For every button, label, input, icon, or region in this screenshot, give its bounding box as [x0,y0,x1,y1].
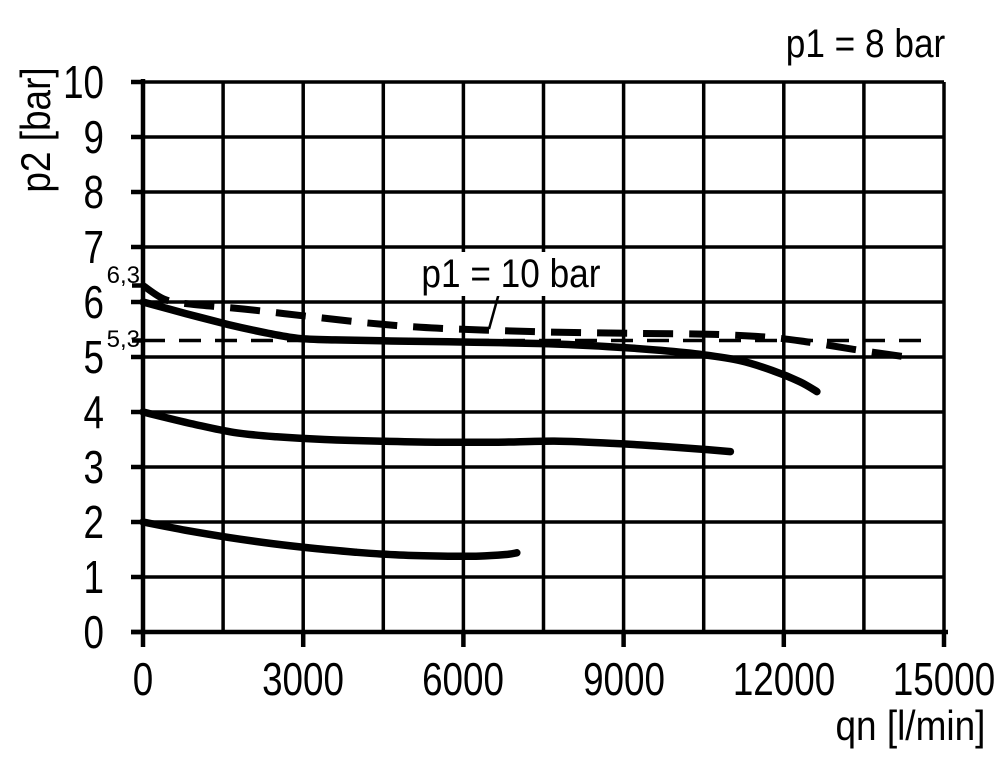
x-tick-label: 12000 [732,653,835,705]
x-tick-label: 3000 [262,653,345,705]
y-mark-6-3: 6,3 [106,261,140,289]
y-tick-label: 5 [83,331,104,383]
y-tick-label: 10 [63,56,104,108]
curve-p1-8bar-setting-2bar [139,518,521,561]
y-tick-label: 3 [83,441,104,493]
annotation-p1-10bar: p1 = 10 bar [417,252,605,296]
condition-label-p1-8bar: p1 = 8 bar [785,22,946,66]
grid-lines [141,80,946,634]
y-tick-label: 0 [83,606,104,658]
annotation-leader-line [487,292,501,330]
x-axis-title: qn [l/min] [835,702,985,749]
y-tick-label: 9 [83,111,104,163]
y-tick-label: 4 [83,386,104,438]
x-tick-label: 0 [132,653,154,705]
curve-p1-8bar-setting-6bar [139,298,821,396]
y-mark-5-3: 5,3 [106,325,140,353]
y-tick-label: 2 [83,496,104,548]
y-tick-label: 6 [83,276,104,328]
y-tick-label: 8 [83,166,104,218]
axes [131,79,948,635]
curve-p1-8bar-setting-4bar [139,408,735,456]
x-tick-label: 9000 [582,653,665,705]
curve-p1-10bar [141,282,908,361]
axis-ticks [131,79,947,647]
y-tick-label: 7 [83,221,104,273]
x-tick-label: 6000 [422,653,505,705]
y-tick-label: 1 [83,551,104,603]
x-tick-label: 15000 [892,653,996,705]
